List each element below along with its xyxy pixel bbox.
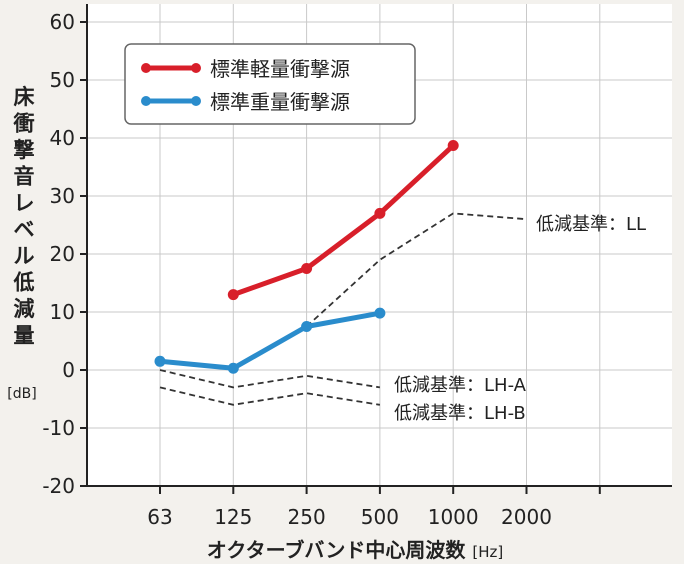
- series-line: [157, 310, 383, 371]
- x-tick-label: 1000: [428, 505, 479, 529]
- y-tick-label: 30: [50, 184, 75, 208]
- legend-marker: [191, 96, 201, 106]
- y-axis-label-char: 減: [14, 297, 35, 321]
- data-point: [374, 307, 386, 319]
- y-tick-label: -20: [42, 474, 75, 498]
- legend-marker: [191, 63, 201, 73]
- y-tick-label: 20: [50, 242, 75, 266]
- x-axis-title: オクターブバンド中心周波数: [207, 538, 473, 562]
- y-axis-label-char: 衝: [13, 112, 35, 136]
- legend-label: 標準重量衝撃源: [210, 90, 350, 114]
- y-axis-label-char: 音: [14, 165, 35, 189]
- y-axis-label-char: ル: [14, 244, 35, 268]
- y-tick-label: 10: [50, 300, 75, 324]
- y-axis-label-char: 量: [14, 324, 35, 348]
- reference-line-label: 低減基準：LH-B: [394, 403, 526, 424]
- x-tick-label: 500: [361, 505, 399, 529]
- y-axis-label-char: 床: [14, 85, 35, 109]
- data-point: [301, 321, 313, 332]
- y-axis-label-char: ベ: [14, 218, 35, 242]
- reference-line: [159, 386, 381, 406]
- y-tick-label: 60: [50, 10, 75, 34]
- reference-line: [305, 212, 527, 328]
- x-tick-label: 63: [147, 505, 172, 529]
- data-point: [374, 207, 386, 219]
- reference-line-label: 低減基準：LL: [536, 214, 646, 235]
- y-tick-label: 50: [50, 68, 75, 92]
- y-axis-label-char: レ: [14, 191, 35, 215]
- legend-label: 標準軽量衝撃源: [210, 57, 350, 81]
- x-axis-unit: [Hz]: [472, 543, 503, 561]
- y-axis-unit: [dB]: [7, 386, 36, 402]
- data-point: [154, 355, 166, 367]
- x-axis-label: オクターブバンド中心周波数 [Hz]: [207, 538, 503, 562]
- data-point: [227, 362, 239, 374]
- data-point: [227, 289, 239, 301]
- reference-line: [159, 369, 381, 389]
- y-axis-label-char: 低: [13, 271, 35, 295]
- legend-marker: [141, 63, 151, 73]
- y-tick-label: 40: [50, 126, 75, 150]
- y-axis-label-char: 撃: [14, 138, 35, 162]
- x-tick-label: 125: [214, 505, 252, 529]
- y-tick-label: -10: [42, 416, 75, 440]
- data-point: [301, 263, 313, 274]
- legend-marker: [141, 96, 151, 106]
- x-tick-label: 250: [288, 505, 326, 529]
- y-tick-label: 0: [62, 358, 75, 382]
- data-point: [447, 140, 459, 152]
- series-line: [230, 143, 456, 298]
- reference-line-label: 低減基準：LH-A: [394, 375, 527, 396]
- x-tick-label: 2000: [501, 505, 552, 529]
